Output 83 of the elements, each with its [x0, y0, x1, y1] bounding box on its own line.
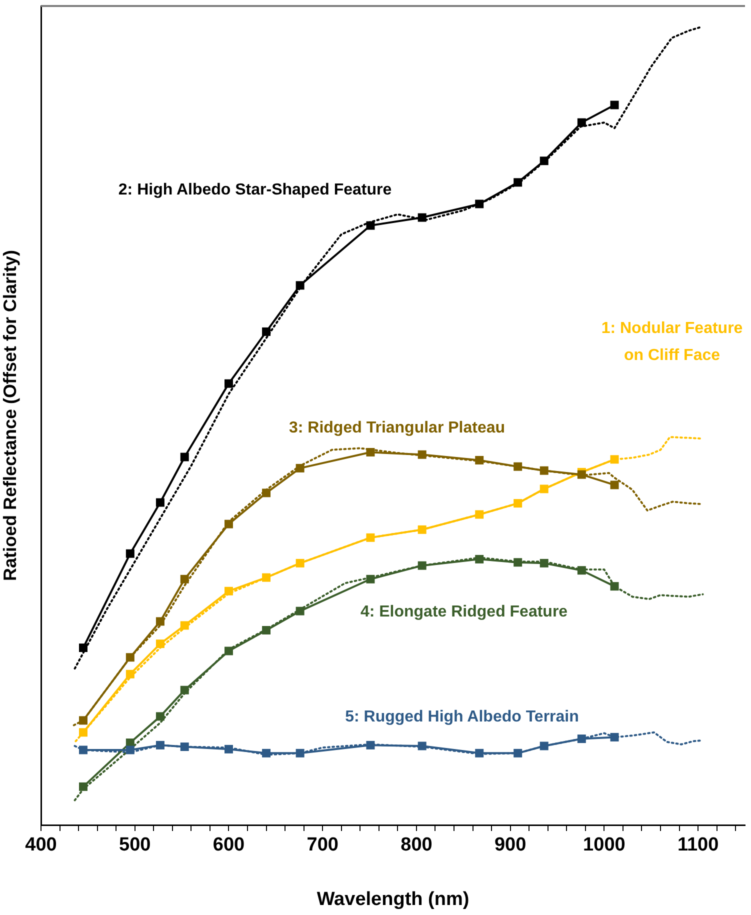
point: [610, 732, 619, 742]
point: [514, 178, 522, 187]
point: [540, 484, 548, 494]
point: [540, 558, 548, 568]
x-axis-title: Wavelength (nm): [316, 888, 470, 910]
point: [224, 586, 233, 596]
point: [418, 525, 426, 534]
x-tick-label: 400: [25, 834, 57, 856]
x-tick-label: 900: [494, 834, 526, 856]
series-label: 5: Rugged High Albedo Terrain: [345, 708, 579, 726]
point: [610, 480, 619, 490]
point: [126, 746, 134, 754]
point: [126, 653, 134, 662]
point: [418, 213, 426, 222]
point: [180, 742, 189, 752]
point: [475, 554, 484, 564]
y-axis-title: Ratioed Reflectance (Offset for Clarity): [0, 250, 20, 582]
point: [540, 156, 548, 166]
point: [514, 462, 522, 471]
point: [514, 748, 522, 758]
point: [224, 520, 233, 528]
point: [156, 617, 164, 626]
point: [366, 448, 375, 456]
point: [366, 574, 375, 584]
point: [79, 746, 88, 754]
point: [224, 744, 233, 754]
point: [577, 118, 586, 127]
point: [418, 742, 426, 750]
point: [180, 574, 189, 584]
series-label: 4: Elongate Ridged Feature: [360, 603, 568, 620]
point: [262, 488, 271, 498]
point: [156, 640, 164, 648]
point: [296, 464, 304, 472]
x-tick-label: 700: [306, 834, 338, 856]
series-label: 2: High Albedo Star-Shaped Feature: [118, 181, 392, 198]
point: [475, 200, 484, 208]
x-tick-label: 1000: [583, 834, 626, 856]
point: [262, 327, 271, 336]
point: [224, 646, 233, 656]
point: [540, 742, 548, 750]
point: [418, 450, 426, 459]
point: [126, 670, 134, 678]
point: [156, 740, 164, 750]
point: [610, 582, 619, 591]
point: [418, 561, 426, 570]
point: [610, 455, 619, 464]
point: [366, 533, 375, 542]
point: [156, 498, 164, 507]
x-tick-label: 600: [212, 834, 245, 856]
point: [126, 549, 134, 558]
point: [296, 558, 304, 568]
point: [180, 686, 189, 694]
point: [577, 734, 586, 744]
x-tick-label: 1100: [677, 834, 719, 856]
text: 1: Nodular Feature on Cliff Face: [601, 320, 743, 364]
point: [475, 456, 484, 464]
point: [262, 573, 271, 582]
point: [366, 221, 375, 230]
point: [610, 100, 619, 110]
point: [577, 470, 586, 479]
point: [514, 499, 522, 508]
point: [540, 466, 548, 475]
point: [79, 728, 88, 737]
point: [79, 716, 88, 725]
point: [577, 566, 586, 575]
point: [475, 510, 484, 519]
point: [180, 452, 189, 462]
point: [224, 379, 233, 388]
point: [514, 558, 522, 567]
point: [180, 621, 189, 630]
series-label: 3: Ridged Triangular Plateau: [288, 419, 506, 436]
point: [79, 782, 88, 791]
point: [296, 748, 304, 758]
point: [79, 644, 88, 652]
point: [296, 606, 304, 616]
point: [296, 281, 304, 290]
point: [475, 748, 484, 758]
point: [366, 740, 375, 750]
point: [156, 712, 164, 721]
x-tick-label: 800: [400, 834, 432, 856]
point: [262, 626, 271, 634]
x-tick-label: 500: [119, 834, 151, 856]
point: [262, 748, 271, 758]
